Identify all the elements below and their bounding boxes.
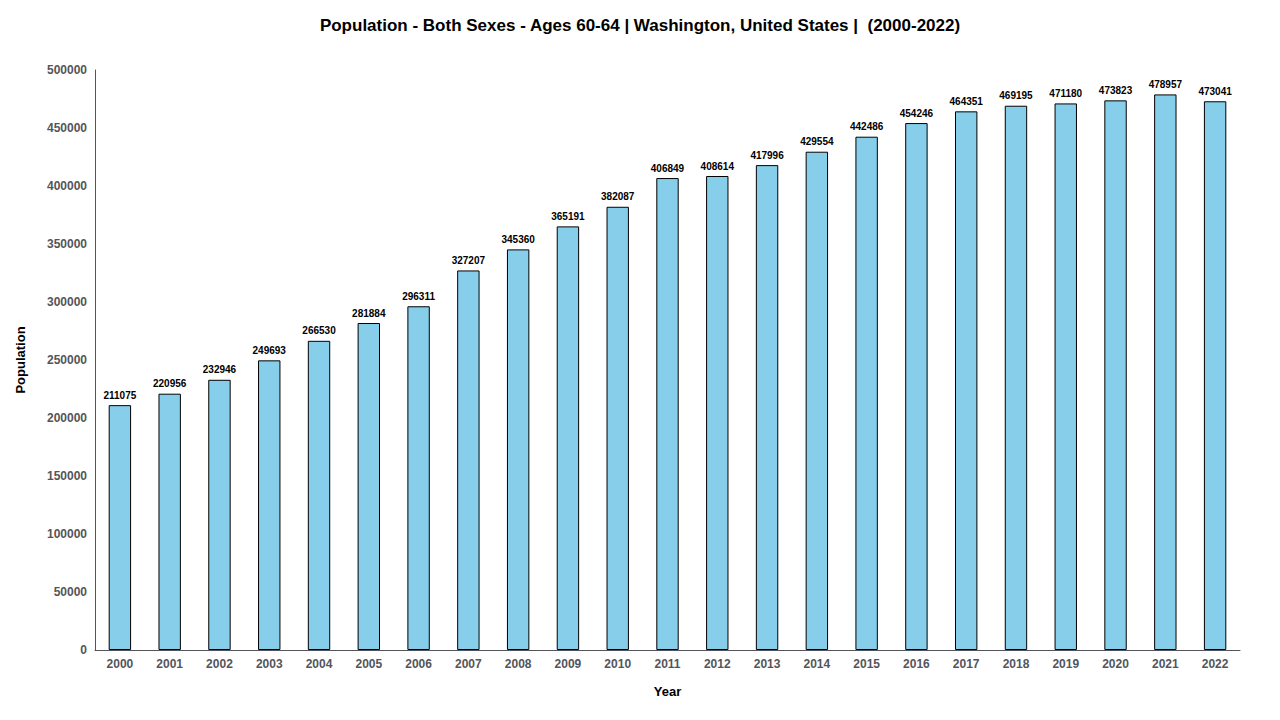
svg-text:150000: 150000 xyxy=(47,469,87,483)
svg-text:365191: 365191 xyxy=(551,211,585,222)
svg-text:382087: 382087 xyxy=(601,191,635,202)
svg-text:249693: 249693 xyxy=(253,345,287,356)
svg-text:2020: 2020 xyxy=(1102,657,1129,671)
svg-text:50000: 50000 xyxy=(54,585,88,599)
svg-text:2021: 2021 xyxy=(1152,657,1179,671)
svg-text:211075: 211075 xyxy=(103,390,136,401)
svg-text:345360: 345360 xyxy=(501,234,535,245)
svg-text:471180: 471180 xyxy=(1049,88,1082,99)
svg-text:2011: 2011 xyxy=(654,657,680,671)
svg-text:473041: 473041 xyxy=(1198,86,1232,97)
svg-text:327207: 327207 xyxy=(452,255,486,266)
svg-text:450000: 450000 xyxy=(47,121,87,135)
svg-text:2006: 2006 xyxy=(405,657,432,671)
svg-text:Population - Both Sexes - Ages: Population - Both Sexes - Ages 60-64 | W… xyxy=(320,16,960,35)
svg-text:473823: 473823 xyxy=(1099,85,1133,96)
svg-text:2008: 2008 xyxy=(505,657,532,671)
svg-text:442486: 442486 xyxy=(850,121,884,132)
svg-text:281884: 281884 xyxy=(352,308,386,319)
svg-text:200000: 200000 xyxy=(47,411,87,425)
svg-text:2001: 2001 xyxy=(156,657,183,671)
svg-text:2016: 2016 xyxy=(903,657,930,671)
svg-text:Population: Population xyxy=(13,326,28,393)
svg-text:232946: 232946 xyxy=(203,364,237,375)
svg-text:220956: 220956 xyxy=(153,378,187,389)
svg-text:2009: 2009 xyxy=(555,657,582,671)
svg-text:266530: 266530 xyxy=(302,325,336,336)
svg-text:406849: 406849 xyxy=(651,163,685,174)
svg-text:250000: 250000 xyxy=(47,353,87,367)
svg-text:2012: 2012 xyxy=(704,657,731,671)
svg-text:2019: 2019 xyxy=(1052,657,1079,671)
svg-text:2005: 2005 xyxy=(355,657,382,671)
svg-text:469195: 469195 xyxy=(999,90,1033,101)
svg-text:350000: 350000 xyxy=(47,237,87,251)
svg-text:454246: 454246 xyxy=(900,108,934,119)
svg-text:478957: 478957 xyxy=(1149,79,1183,90)
svg-text:300000: 300000 xyxy=(47,295,87,309)
svg-text:2007: 2007 xyxy=(455,657,482,671)
svg-text:500000: 500000 xyxy=(47,63,87,77)
svg-text:408614: 408614 xyxy=(701,161,735,172)
svg-text:464351: 464351 xyxy=(950,96,984,107)
svg-text:2017: 2017 xyxy=(953,657,980,671)
svg-text:429554: 429554 xyxy=(800,136,834,147)
svg-text:2002: 2002 xyxy=(206,657,233,671)
svg-text:417996: 417996 xyxy=(750,150,784,161)
svg-text:2022: 2022 xyxy=(1202,657,1229,671)
svg-text:296311: 296311 xyxy=(402,291,435,302)
svg-text:2015: 2015 xyxy=(853,657,880,671)
svg-text:2014: 2014 xyxy=(803,657,830,671)
svg-text:400000: 400000 xyxy=(47,179,87,193)
svg-text:2000: 2000 xyxy=(107,657,134,671)
svg-text:2004: 2004 xyxy=(306,657,333,671)
svg-text:2013: 2013 xyxy=(754,657,781,671)
svg-text:2003: 2003 xyxy=(256,657,283,671)
svg-text:100000: 100000 xyxy=(47,527,87,541)
svg-text:2010: 2010 xyxy=(604,657,631,671)
svg-text:2018: 2018 xyxy=(1003,657,1030,671)
svg-text:0: 0 xyxy=(80,643,87,657)
svg-text:Year: Year xyxy=(654,684,681,699)
